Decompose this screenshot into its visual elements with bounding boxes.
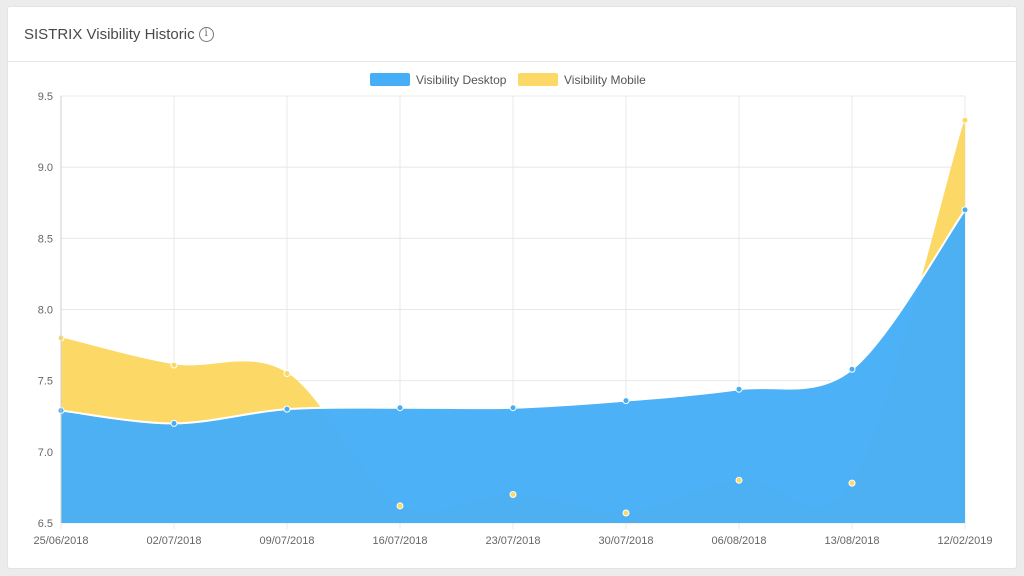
- card-header: SISTRIX Visibility Historic i: [8, 7, 1016, 62]
- area-desktop: [61, 209, 965, 523]
- data-point-mobile[interactable]: [961, 116, 969, 124]
- data-point-mobile[interactable]: [170, 361, 178, 369]
- x-tick-label: 12/02/2019: [937, 535, 992, 547]
- data-point-desktop[interactable]: [848, 365, 856, 373]
- data-point-mobile[interactable]: [735, 476, 743, 484]
- y-tick-label: 9.5: [38, 91, 53, 103]
- legend[interactable]: Visibility Desktop Visibility Mobile: [370, 73, 646, 87]
- legend-item-desktop[interactable]: Visibility Desktop: [370, 73, 507, 87]
- x-tick-label: 30/07/2018: [598, 535, 653, 547]
- legend-label: Visibility Desktop: [416, 73, 507, 87]
- data-point-mobile[interactable]: [622, 509, 630, 517]
- y-tick-label: 8.0: [38, 305, 53, 317]
- data-point-desktop[interactable]: [509, 404, 517, 412]
- y-tick-label: 9.0: [38, 162, 53, 174]
- data-point-desktop[interactable]: [735, 385, 743, 393]
- x-tick-label: 23/07/2018: [485, 535, 540, 547]
- legend-swatch: [370, 73, 410, 86]
- data-point-desktop[interactable]: [170, 419, 178, 427]
- y-tick-label: 7.5: [38, 376, 53, 388]
- data-point-mobile[interactable]: [283, 370, 291, 378]
- legend-swatch: [518, 73, 558, 86]
- data-point-desktop[interactable]: [396, 404, 404, 412]
- y-tick-label: 7.0: [38, 447, 53, 459]
- x-tick-label: 16/07/2018: [372, 535, 427, 547]
- data-point-mobile[interactable]: [509, 491, 517, 499]
- x-tick-label: 02/07/2018: [146, 535, 201, 547]
- y-tick-label: 8.5: [38, 233, 53, 245]
- x-tick-label: 25/06/2018: [33, 535, 88, 547]
- legend-label: Visibility Mobile: [564, 73, 646, 87]
- x-tick-label: 09/07/2018: [259, 535, 314, 547]
- info-icon[interactable]: i: [198, 26, 214, 42]
- x-tick-label: 13/08/2018: [824, 535, 879, 547]
- data-point-desktop[interactable]: [283, 405, 291, 413]
- data-point-desktop[interactable]: [622, 397, 630, 405]
- data-point-desktop[interactable]: [961, 206, 969, 214]
- axes: 6.5 7.0 7.5 8.0 8.5 9.0 9.5 25/06/2018 02/07/201…: [33, 91, 992, 547]
- legend-item-mobile[interactable]: Visibility Mobile: [518, 73, 646, 87]
- x-tick-label: 06/08/2018: [711, 535, 766, 547]
- data-point-mobile[interactable]: [848, 479, 856, 487]
- card-title: SISTRIX Visibility Historic: [24, 25, 195, 43]
- y-tick-label: 6.5: [38, 518, 53, 530]
- data-point-mobile[interactable]: [396, 502, 404, 510]
- points: [57, 116, 969, 517]
